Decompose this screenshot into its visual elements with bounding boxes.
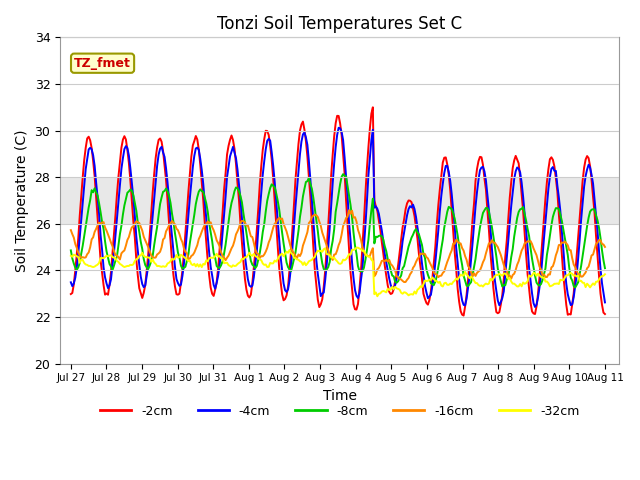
-16cm xyxy=(244,222,252,228)
-2cm xyxy=(574,234,582,240)
-32cm xyxy=(226,263,234,269)
-8cm xyxy=(244,240,252,246)
-16cm xyxy=(400,279,408,285)
-4cm xyxy=(253,249,260,255)
-32cm xyxy=(601,271,609,277)
-8cm xyxy=(574,279,582,285)
-32cm xyxy=(67,253,75,259)
-8cm xyxy=(339,171,347,177)
-2cm xyxy=(601,311,609,317)
-4cm xyxy=(601,300,609,305)
-32cm xyxy=(132,256,140,262)
Line: -32cm: -32cm xyxy=(71,248,605,296)
-4cm xyxy=(67,279,75,285)
-4cm xyxy=(226,154,234,159)
-32cm xyxy=(244,252,252,258)
Y-axis label: Soil Temperature (C): Soil Temperature (C) xyxy=(15,129,29,272)
-16cm xyxy=(253,251,260,256)
-8cm xyxy=(226,208,234,214)
-2cm xyxy=(67,291,75,297)
Line: -16cm: -16cm xyxy=(71,210,605,282)
-2cm xyxy=(226,137,234,143)
-16cm xyxy=(132,218,140,224)
-32cm xyxy=(574,273,582,278)
-2cm xyxy=(369,105,377,110)
X-axis label: Time: Time xyxy=(323,389,356,403)
Title: Tonzi Soil Temperatures Set C: Tonzi Soil Temperatures Set C xyxy=(217,15,462,33)
Text: TZ_fmet: TZ_fmet xyxy=(74,57,131,70)
-2cm xyxy=(301,127,308,132)
-16cm xyxy=(67,227,75,233)
-8cm xyxy=(67,248,75,253)
Bar xyxy=(60,177,619,224)
-8cm xyxy=(253,263,260,269)
-8cm xyxy=(572,285,579,290)
-32cm xyxy=(374,293,381,299)
-8cm xyxy=(301,186,308,192)
-8cm xyxy=(601,265,609,271)
-8cm xyxy=(132,208,140,214)
-2cm xyxy=(460,312,467,318)
Line: -4cm: -4cm xyxy=(71,128,605,307)
Line: -8cm: -8cm xyxy=(71,174,605,288)
-4cm xyxy=(132,234,140,240)
-2cm xyxy=(132,256,140,262)
-16cm xyxy=(345,207,353,213)
Legend: -2cm, -4cm, -8cm, -16cm, -32cm: -2cm, -4cm, -8cm, -16cm, -32cm xyxy=(95,400,584,423)
-4cm xyxy=(301,130,308,135)
-16cm xyxy=(301,239,308,244)
-4cm xyxy=(244,276,252,282)
-32cm xyxy=(253,254,260,260)
-16cm xyxy=(226,249,234,255)
-32cm xyxy=(301,259,308,265)
-2cm xyxy=(244,293,252,299)
-4cm xyxy=(335,125,342,131)
-16cm xyxy=(601,244,609,250)
-4cm xyxy=(574,255,582,261)
Line: -2cm: -2cm xyxy=(71,108,605,315)
-4cm xyxy=(531,304,539,310)
-16cm xyxy=(574,272,582,277)
-32cm xyxy=(353,245,360,251)
-2cm xyxy=(253,227,260,233)
